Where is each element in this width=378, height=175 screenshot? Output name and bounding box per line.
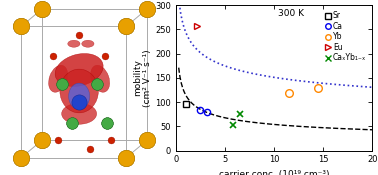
Ellipse shape — [55, 54, 103, 86]
Y-axis label: mobility
(cm² V⁻¹ s⁻¹): mobility (cm² V⁻¹ s⁻¹) — [133, 49, 152, 107]
Point — [55, 139, 61, 141]
Point — [39, 139, 45, 141]
Ellipse shape — [60, 69, 98, 113]
Point — [19, 156, 25, 159]
Point — [144, 139, 150, 141]
Point — [19, 25, 25, 28]
Ellipse shape — [91, 65, 110, 92]
Point — [19, 156, 25, 159]
Ellipse shape — [82, 40, 94, 47]
Point — [87, 147, 93, 150]
Ellipse shape — [49, 65, 68, 92]
Ellipse shape — [68, 40, 80, 47]
Point — [50, 55, 56, 57]
Text: 300 K: 300 K — [278, 9, 304, 18]
Point — [144, 7, 150, 10]
X-axis label: carrier conc. (10¹⁹ cm⁻³): carrier conc. (10¹⁹ cm⁻³) — [219, 170, 329, 175]
Ellipse shape — [69, 83, 90, 109]
Point — [39, 139, 45, 141]
Point — [123, 156, 129, 159]
Point — [104, 121, 110, 124]
Point — [123, 25, 129, 28]
Point — [69, 121, 75, 124]
Point — [76, 34, 82, 36]
Legend: Sr, Ca, Yb, Eu, CaₓYb₁₋ₓ: Sr, Ca, Yb, Eu, CaₓYb₁₋ₓ — [322, 9, 369, 65]
Ellipse shape — [62, 103, 97, 124]
Point — [19, 25, 25, 28]
Point — [108, 139, 114, 141]
Point — [59, 83, 65, 85]
Point — [94, 83, 100, 85]
Point — [94, 83, 100, 85]
Point — [144, 139, 150, 141]
Point — [144, 7, 150, 10]
Point — [59, 83, 65, 85]
Point — [104, 121, 110, 124]
Point — [76, 100, 82, 103]
Point — [69, 121, 75, 124]
Point — [123, 25, 129, 28]
Point — [123, 156, 129, 159]
Point — [102, 55, 108, 57]
Point — [39, 7, 45, 10]
Point — [39, 7, 45, 10]
